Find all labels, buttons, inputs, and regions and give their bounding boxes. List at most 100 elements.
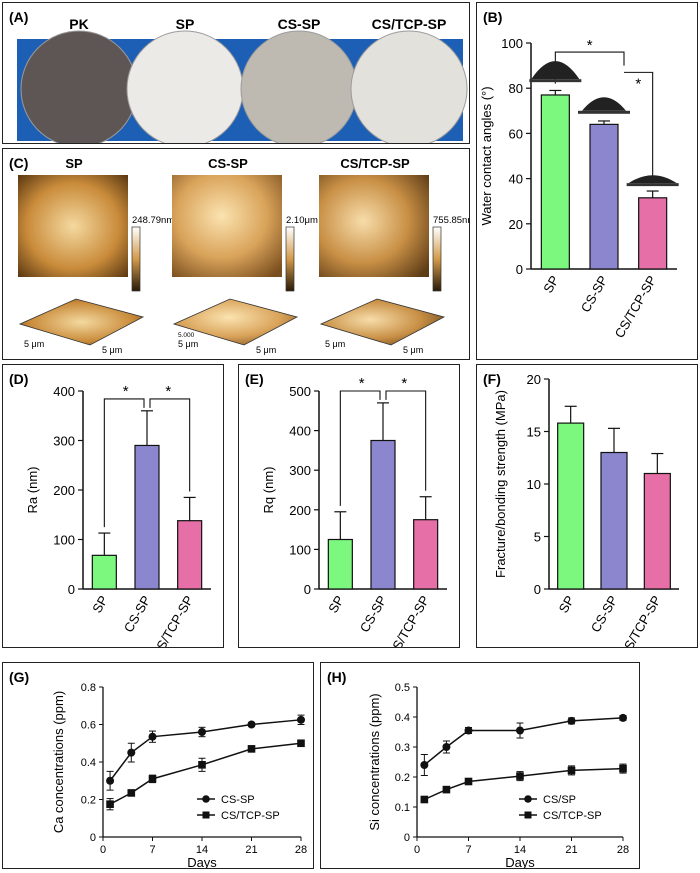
x-tick-label: 7: [149, 844, 155, 856]
y-axis-label: Ra (nm): [25, 467, 40, 514]
afm-2d-image-2: [319, 175, 429, 277]
x-tick-label: CS-SP: [357, 593, 390, 635]
y-tick-label: 0: [404, 832, 410, 844]
data-point: [297, 739, 305, 748]
chart-f: (F) 0 5 10 15 20 Fracture/bonding strength (MP…: [483, 371, 679, 661]
afm-axis-small-label: 5.000: [178, 332, 195, 339]
data-point: [297, 715, 305, 724]
y-tick-label: 0.2: [81, 795, 96, 807]
y-tick-label: 0.4: [395, 712, 410, 724]
bar-SP: [557, 422, 585, 590]
x-tick-label: 28: [617, 844, 629, 856]
x-tick-label: CS-SP: [121, 593, 154, 635]
afm-axis-label-left-2: 5 μm: [325, 339, 345, 349]
x-tick-label: 21: [245, 844, 257, 856]
data-point: [198, 761, 206, 769]
data-point: [106, 776, 115, 785]
x-tick-label: 0: [414, 844, 420, 856]
sample-label-2: CS-SP: [278, 16, 321, 32]
chart-e: (E) 0 100 200 300 400 500 Rq (nm) SP CS-SPCS/TCP-…: [245, 371, 447, 661]
y-axis-label: Rq (nm): [261, 467, 276, 514]
series-line-0: [109, 719, 302, 782]
bar-SP: [540, 94, 570, 270]
bar-CS/TCP-SP: [177, 520, 203, 590]
afm-axis-label-left-0: 5 μm: [24, 339, 44, 349]
y-axis-label: Fracture/bonding strength (MPa): [493, 390, 508, 578]
data-point: [464, 777, 473, 786]
y-tick-label: 5: [534, 530, 541, 545]
series-line-0: [423, 717, 624, 766]
afm-3d-surface-2: [319, 298, 446, 346]
y-axis-label: Si concentrations (ppm): [367, 693, 382, 830]
panel-d: (D) 0 100 200 300 400 Ra (nm) SP CS-SP CS/TCP-SP *…: [2, 364, 224, 661]
x-tick-label: 14: [514, 844, 526, 856]
panel-label-d: (D): [9, 371, 28, 387]
legend-label-1: CS/TCP-SP: [221, 810, 280, 822]
significance-star: *: [123, 383, 129, 400]
significance-bracket: [624, 71, 654, 186]
legend-label-0: CS/SP: [543, 794, 576, 806]
panel-b: (B) 0 20 40 60 80 100 Water contact angles (°) S…: [476, 2, 698, 360]
y-tick-label: 0.1: [395, 802, 410, 814]
afm-height-label-2: 755.85nm: [433, 215, 469, 226]
bar-CS/TCP-SP: [413, 519, 439, 590]
y-tick-label: 0.5: [395, 682, 410, 694]
y-tick-label: 100: [53, 533, 75, 548]
x-tick-label: SP: [325, 593, 347, 616]
y-tick-label: 100: [289, 542, 311, 557]
series-line-1: [109, 742, 302, 805]
sample-disk-2: [240, 30, 358, 148]
y-tick-label: 10: [527, 477, 541, 492]
y-axis-label: Ca concentrations (ppm): [51, 691, 66, 833]
y-tick-label: 200: [289, 503, 311, 518]
panel-c: (C) SP 248.79nm 5 μm 5 μm CS-SP 2.10μm 5 μm 5 μ…: [2, 148, 475, 360]
bar-SP: [327, 538, 353, 590]
panel-label-a: (A): [9, 9, 28, 25]
afm-axis-label-right-0: 5 μm: [102, 345, 122, 355]
x-axis-label: Days: [505, 855, 535, 868]
sample-label-3: CS/TCP-SP: [372, 16, 447, 32]
data-point: [247, 745, 256, 753]
afm-height-scale-2: [432, 226, 442, 292]
afm-3d-surface-0: [18, 298, 145, 346]
droplet-substrate: [578, 110, 630, 114]
x-tick-label: 7: [465, 844, 471, 856]
y-tick-label: 400: [289, 424, 311, 439]
y-tick-label: 0.4: [81, 757, 96, 769]
sample-disks: [20, 30, 468, 148]
panel-label-c: (C): [9, 155, 28, 171]
afm-title-2: CS/TCP-SP: [340, 156, 410, 171]
x-tick-label: CS-SP: [588, 593, 621, 635]
data-point: [442, 785, 451, 794]
x-tick-label: 0: [100, 844, 106, 856]
chart-g: (G) 0 0.2 0.4 0.6 0.8 0 7 14 21 28 Days Ca concentra…: [9, 669, 307, 870]
significance-star: *: [401, 375, 407, 392]
data-point: [148, 775, 157, 783]
y-tick-label: 0.6: [81, 720, 96, 732]
significance-bracket: [103, 398, 145, 528]
y-tick-label: 0: [68, 582, 75, 597]
sample-disk-3: [350, 30, 468, 148]
bar-CS/TCP-SP: [643, 472, 671, 590]
afm-axis-label-right-1: 5 μm: [256, 345, 276, 355]
data-point: [516, 726, 524, 735]
y-tick-label: 300: [53, 434, 75, 449]
y-tick-label: 40: [509, 172, 523, 187]
droplet-icon: [582, 97, 626, 111]
y-tick-label: 0: [516, 262, 523, 277]
data-point: [567, 766, 576, 775]
afm-title-0: SP: [65, 156, 83, 171]
legend-label-1: CS/TCP-SP: [543, 810, 602, 822]
data-point: [442, 743, 451, 751]
data-point: [420, 761, 429, 769]
significance-star: *: [165, 383, 171, 400]
afm-axis-label-left-1: 5 μm: [178, 339, 198, 349]
y-tick-label: 400: [53, 384, 75, 399]
x-tick-label: 14: [196, 844, 208, 856]
y-tick-label: 0: [534, 582, 541, 597]
afm-height-scale-1: [285, 226, 295, 292]
x-axis-label: Days: [187, 855, 217, 868]
legend-marker-1: [524, 811, 532, 819]
